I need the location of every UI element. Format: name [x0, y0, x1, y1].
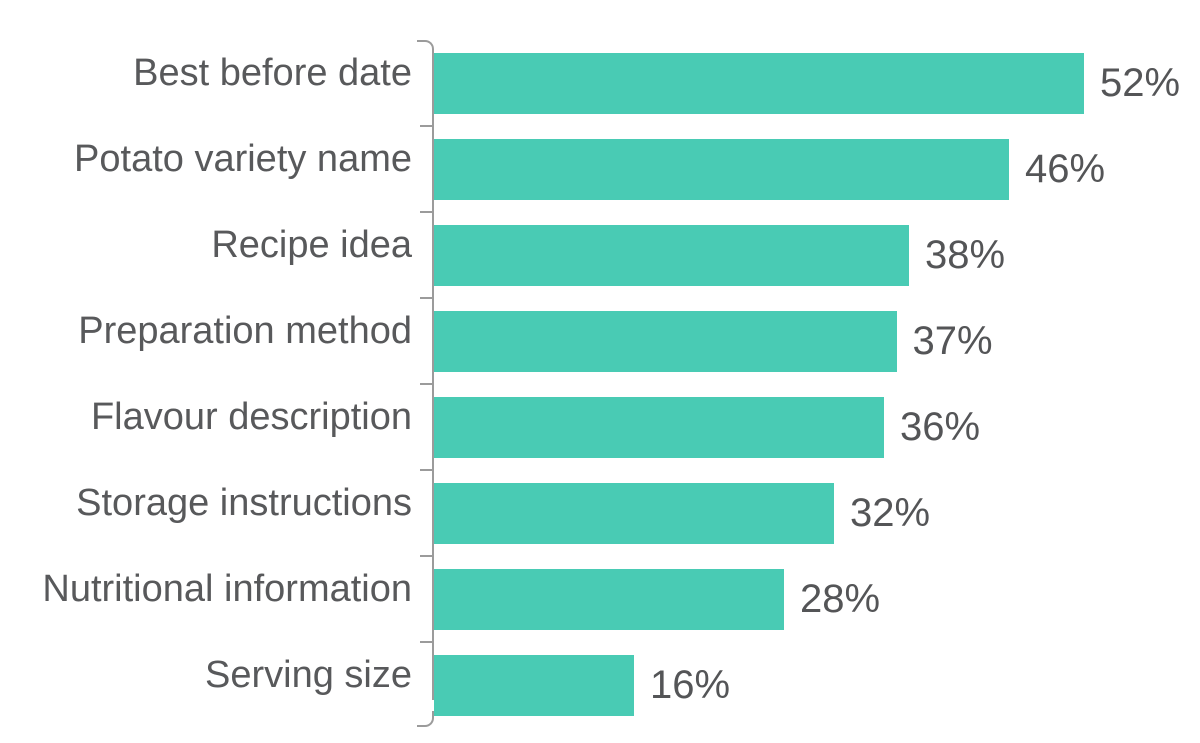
value-label: 38%	[925, 233, 1006, 277]
bar-row: Recipe idea 38%	[0, 212, 1200, 298]
bar-track: 36%	[434, 384, 980, 470]
value-label: 28%	[800, 577, 881, 621]
bar-track: 32%	[434, 470, 930, 556]
y-axis-top-hook	[417, 40, 434, 56]
category-label: Recipe idea	[211, 224, 412, 266]
category-label: Nutritional information	[42, 568, 412, 610]
bar-row: Best before date 52%	[0, 40, 1200, 126]
axis-tick	[420, 469, 432, 471]
axis-tick	[420, 641, 432, 643]
axis-tick	[420, 555, 432, 557]
bar-track: 37%	[434, 298, 993, 384]
value-label: 37%	[912, 319, 993, 363]
bar	[434, 568, 784, 630]
bar-track: 38%	[434, 212, 1005, 298]
axis-tick	[420, 383, 432, 385]
bar-row: Potato variety name 46%	[0, 126, 1200, 212]
axis-tick	[420, 211, 432, 213]
bar-row: Serving size 16%	[0, 642, 1200, 728]
bar	[434, 482, 834, 544]
bar-row: Flavour description 36%	[0, 384, 1200, 470]
bar	[434, 52, 1084, 114]
value-label: 46%	[1025, 147, 1106, 191]
bar	[434, 138, 1009, 200]
y-axis-bottom-hook	[417, 711, 434, 727]
bar-track: 28%	[434, 556, 880, 642]
bar	[434, 224, 909, 286]
y-axis-line	[432, 52, 434, 700]
bar-track: 46%	[434, 126, 1105, 212]
value-label: 36%	[900, 405, 981, 449]
bar	[434, 654, 634, 716]
chart-rows: Best before date 52% Potato variety name 46…	[0, 40, 1200, 728]
bar-track: 16%	[434, 642, 730, 728]
axis-tick	[420, 125, 432, 127]
category-label: Flavour description	[90, 396, 412, 438]
bar-row: Preparation method 37%	[0, 298, 1200, 384]
axis-tick	[420, 297, 432, 299]
bar	[434, 396, 884, 458]
category-label: Preparation method	[78, 310, 412, 352]
bar	[434, 310, 897, 372]
value-label: 52%	[1100, 61, 1181, 105]
value-label: 32%	[850, 491, 931, 535]
category-label: Serving size	[205, 654, 412, 696]
value-label: 16%	[650, 663, 731, 707]
bar-track: 52%	[434, 40, 1180, 126]
bar-row: Nutritional information 28%	[0, 556, 1200, 642]
bar-row: Storage instructions 32%	[0, 470, 1200, 556]
category-label: Best before date	[133, 52, 412, 94]
category-label: Storage instructions	[76, 482, 412, 524]
category-label: Potato variety name	[74, 138, 412, 180]
